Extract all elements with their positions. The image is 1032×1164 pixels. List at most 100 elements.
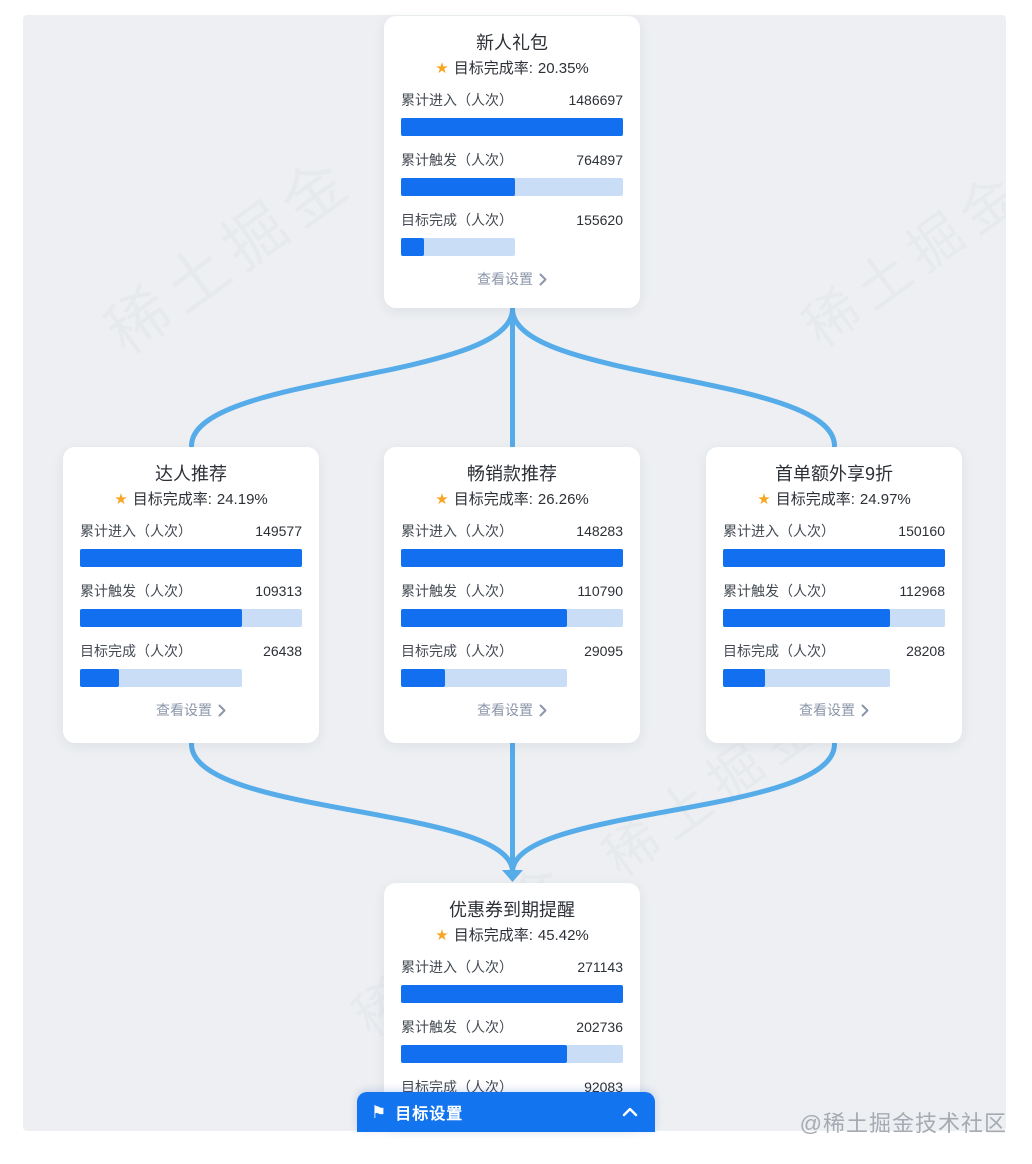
progress-track bbox=[80, 669, 243, 687]
goal-completion-rate: ★ 目标完成率: 24.97% bbox=[723, 489, 945, 510]
star-icon: ★ bbox=[114, 491, 128, 508]
metric-label: 目标完成（人次） bbox=[401, 1079, 513, 1095]
metric-row-triggered: 累计触发（人次） 109313 bbox=[80, 580, 302, 627]
progress-fill bbox=[401, 1045, 567, 1063]
metric-row-completed: 目标完成（人次） 26438 bbox=[80, 640, 302, 687]
metric-row-completed: 目标完成（人次） 28208 bbox=[723, 640, 945, 687]
metric-label: 累计触发（人次） bbox=[401, 152, 513, 168]
metric-value: 155620 bbox=[576, 212, 623, 228]
goal-rate-value: 24.19% bbox=[216, 491, 268, 508]
goal-rate-value: 24.97% bbox=[859, 491, 911, 508]
view-settings-link[interactable]: 查看设置 bbox=[156, 700, 226, 720]
background-watermark: 稀土掘金 bbox=[94, 142, 368, 368]
flow-node-first-order-discount[interactable]: 首单额外享9折 ★ 目标完成率: 24.97% 累计进入（人次） 150160 累计… bbox=[706, 447, 962, 743]
progress-fill bbox=[723, 669, 765, 687]
metrics-list: 累计进入（人次） 148283 累计触发（人次） 110790 目标完成（人次）… bbox=[401, 520, 623, 687]
goal-rate-label: 目标完成率: bbox=[453, 927, 533, 944]
goal-rate-label: 目标完成率: bbox=[453, 60, 533, 77]
goal-completion-rate: ★ 目标完成率: 24.19% bbox=[80, 489, 302, 510]
progress-fill bbox=[401, 669, 445, 687]
chevron-right-icon bbox=[218, 704, 226, 716]
star-icon: ★ bbox=[435, 927, 449, 944]
goal-completion-rate: ★ 目标完成率: 45.42% bbox=[401, 925, 623, 946]
progress-track bbox=[723, 669, 890, 687]
flow-node-newcomer-gift[interactable]: 新人礼包 ★ 目标完成率: 20.35% 累计进入（人次） 1486697 累计触发… bbox=[384, 16, 640, 308]
metric-label: 累计进入（人次） bbox=[80, 523, 192, 539]
background-watermark: 稀土掘金 bbox=[793, 159, 1006, 359]
chevron-right-icon bbox=[539, 704, 547, 716]
view-settings-label: 查看设置 bbox=[799, 702, 855, 718]
card-title: 优惠券到期提醒 bbox=[449, 900, 575, 920]
metric-value: 29095 bbox=[584, 643, 623, 659]
flag-icon: ⚑ bbox=[371, 1102, 387, 1122]
metric-row-triggered: 累计触发（人次） 202736 bbox=[401, 1016, 623, 1063]
progress-track bbox=[401, 609, 623, 627]
goal-rate-label: 目标完成率: bbox=[775, 491, 855, 508]
goal-settings-bar[interactable]: ⚑ 目标设置 bbox=[357, 1092, 655, 1132]
metric-value: 150160 bbox=[898, 523, 945, 539]
metric-value: 110790 bbox=[577, 583, 623, 599]
progress-fill bbox=[401, 178, 516, 196]
star-icon: ★ bbox=[435, 60, 449, 77]
metric-value: 202736 bbox=[576, 1019, 623, 1035]
progress-track bbox=[401, 118, 623, 136]
metric-label: 累计触发（人次） bbox=[80, 583, 192, 599]
progress-track bbox=[401, 669, 567, 687]
view-settings-link[interactable]: 查看设置 bbox=[477, 700, 547, 720]
view-settings-link[interactable]: 查看设置 bbox=[799, 700, 869, 720]
metric-label: 目标完成（人次） bbox=[401, 212, 513, 228]
metric-value: 764897 bbox=[576, 152, 623, 168]
metric-row-entered: 累计进入（人次） 150160 bbox=[723, 520, 945, 567]
chevron-right-icon bbox=[861, 704, 869, 716]
metric-row-triggered: 累计触发（人次） 764897 bbox=[401, 149, 623, 196]
metrics-list: 累计进入（人次） 149577 累计触发（人次） 109313 目标完成（人次）… bbox=[80, 520, 302, 687]
metric-value: 112968 bbox=[899, 583, 945, 599]
progress-fill bbox=[80, 609, 243, 627]
metric-label: 累计进入（人次） bbox=[401, 959, 513, 975]
view-settings-link[interactable]: 查看设置 bbox=[477, 269, 547, 289]
progress-fill bbox=[723, 549, 945, 567]
watermark-credit: @稀土掘金技术社区 bbox=[799, 1111, 1007, 1136]
chevron-right-icon bbox=[539, 273, 547, 285]
goal-rate-label: 目标完成率: bbox=[453, 491, 533, 508]
progress-fill bbox=[80, 669, 120, 687]
flow-node-bestseller-recommend[interactable]: 畅销款推荐 ★ 目标完成率: 26.26% 累计进入（人次） 148283 累计触发… bbox=[384, 447, 640, 743]
metric-value: 92083 bbox=[584, 1079, 623, 1095]
view-settings-label: 查看设置 bbox=[477, 271, 533, 287]
metric-label: 累计进入（人次） bbox=[723, 523, 835, 539]
view-settings-label: 查看设置 bbox=[477, 702, 533, 718]
metric-label: 累计进入（人次） bbox=[401, 92, 513, 108]
metric-row-completed: 目标完成（人次） 29095 bbox=[401, 640, 623, 687]
flow-node-expert-recommend[interactable]: 达人推荐 ★ 目标完成率: 24.19% 累计进入（人次） 149577 累计触发（… bbox=[63, 447, 319, 743]
metric-label: 目标完成（人次） bbox=[80, 643, 192, 659]
metric-label: 累计触发（人次） bbox=[401, 583, 513, 599]
progress-fill bbox=[80, 549, 302, 567]
metric-row-triggered: 累计触发（人次） 110790 bbox=[401, 580, 623, 627]
metric-row-completed: 目标完成（人次） 155620 bbox=[401, 209, 623, 256]
card-title: 畅销款推荐 bbox=[467, 464, 557, 484]
goal-completion-rate: ★ 目标完成率: 26.26% bbox=[401, 489, 623, 510]
goal-rate-label: 目标完成率: bbox=[132, 491, 212, 508]
metric-label: 累计触发（人次） bbox=[401, 1019, 513, 1035]
star-icon: ★ bbox=[435, 491, 449, 508]
card-title: 达人推荐 bbox=[155, 464, 227, 484]
goal-completion-rate: ★ 目标完成率: 20.35% bbox=[401, 58, 623, 79]
metrics-list: 累计进入（人次） 1486697 累计触发（人次） 764897 目标完成（人次… bbox=[401, 89, 623, 256]
progress-track bbox=[401, 178, 623, 196]
metric-label: 目标完成（人次） bbox=[723, 643, 835, 659]
metrics-list: 累计进入（人次） 150160 累计触发（人次） 112968 目标完成（人次）… bbox=[723, 520, 945, 687]
progress-track bbox=[401, 238, 516, 256]
metric-value: 148283 bbox=[576, 523, 623, 539]
view-settings-label: 查看设置 bbox=[156, 702, 212, 718]
progress-track bbox=[401, 549, 623, 567]
progress-fill bbox=[401, 985, 623, 1003]
metric-value: 28208 bbox=[906, 643, 945, 659]
metric-value: 26438 bbox=[263, 643, 302, 659]
goal-rate-value: 45.42% bbox=[537, 927, 589, 944]
progress-track bbox=[80, 549, 302, 567]
metric-value: 1486697 bbox=[568, 92, 623, 108]
card-title: 首单额外享9折 bbox=[774, 464, 893, 484]
collapse-button[interactable] bbox=[619, 1101, 641, 1123]
goal-settings-label: 目标设置 bbox=[395, 1106, 464, 1123]
progress-track bbox=[401, 985, 623, 1003]
